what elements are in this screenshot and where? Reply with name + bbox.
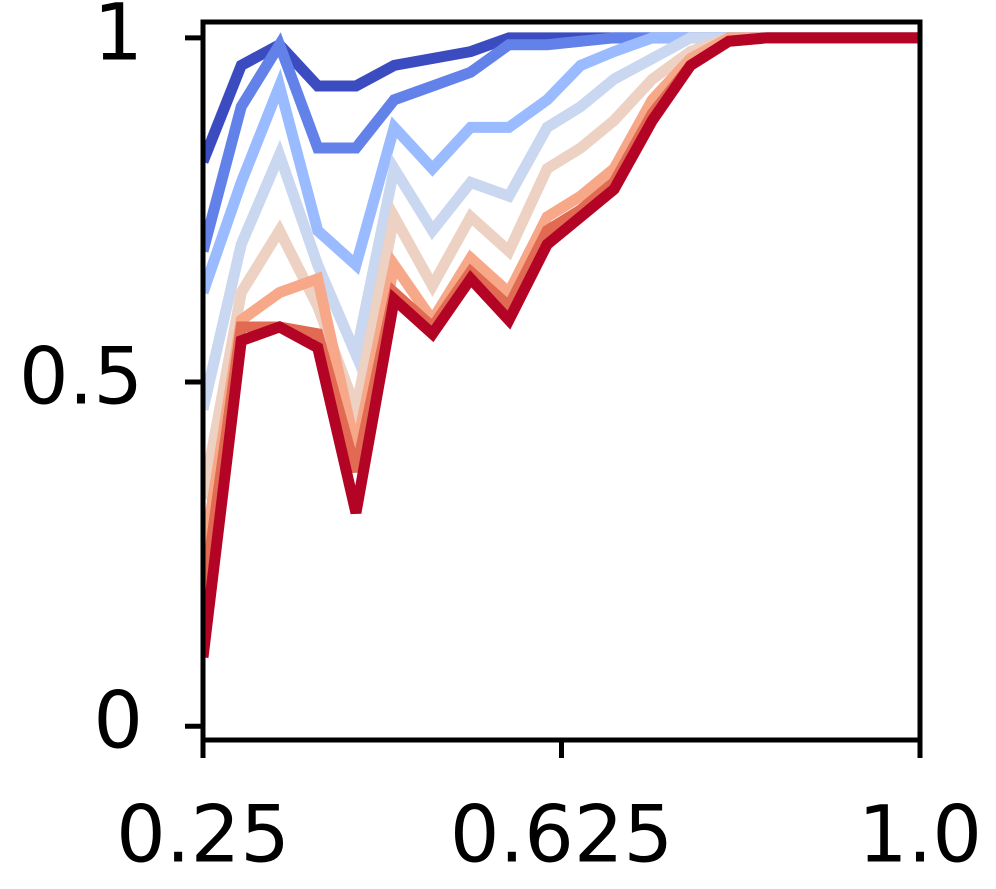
x-tick-label: 0.625: [450, 790, 673, 880]
plot-frame: [200, 19, 923, 743]
series-line: [203, 32, 920, 659]
y-tick-label: 0.5: [19, 333, 143, 423]
y-tick-label: 0: [93, 677, 143, 767]
x-tick-label: 1.0: [858, 790, 982, 880]
x-tick-label: 0.25: [116, 790, 290, 880]
y-tick-label: 1: [93, 0, 143, 78]
series-line: [203, 32, 920, 501]
